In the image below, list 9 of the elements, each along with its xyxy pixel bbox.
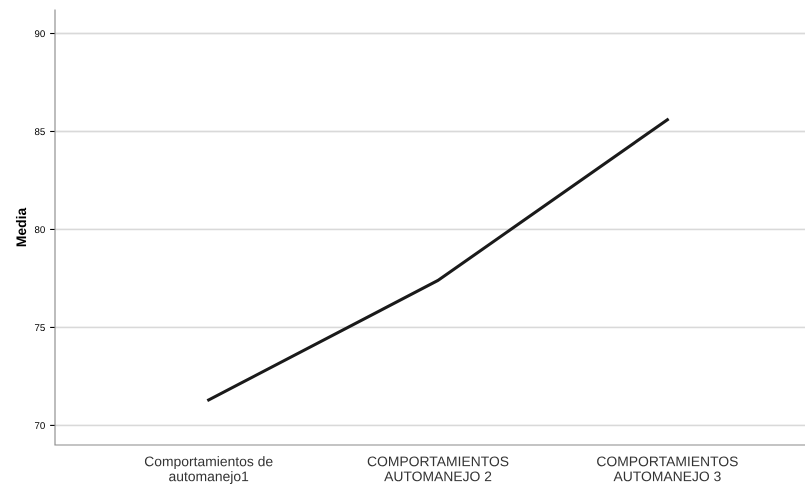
x-tick-label: Comportamientos de automanejo1	[144, 456, 273, 484]
y-axis-title: Media	[16, 208, 26, 246]
y-tick-label: 80	[34, 226, 45, 234]
x-tick-label: COMPORTAMIENTOS AUTOMANEJO 2	[368, 456, 508, 482]
x-tick-label: COMPORTAMIENTOS AUTOMANEJO 3	[597, 456, 738, 482]
y-tick-label: 90	[34, 30, 45, 38]
y-tick-label: 85	[34, 128, 45, 136]
y-tick-label: 75	[34, 324, 45, 332]
y-tick-label: 70	[34, 422, 45, 430]
